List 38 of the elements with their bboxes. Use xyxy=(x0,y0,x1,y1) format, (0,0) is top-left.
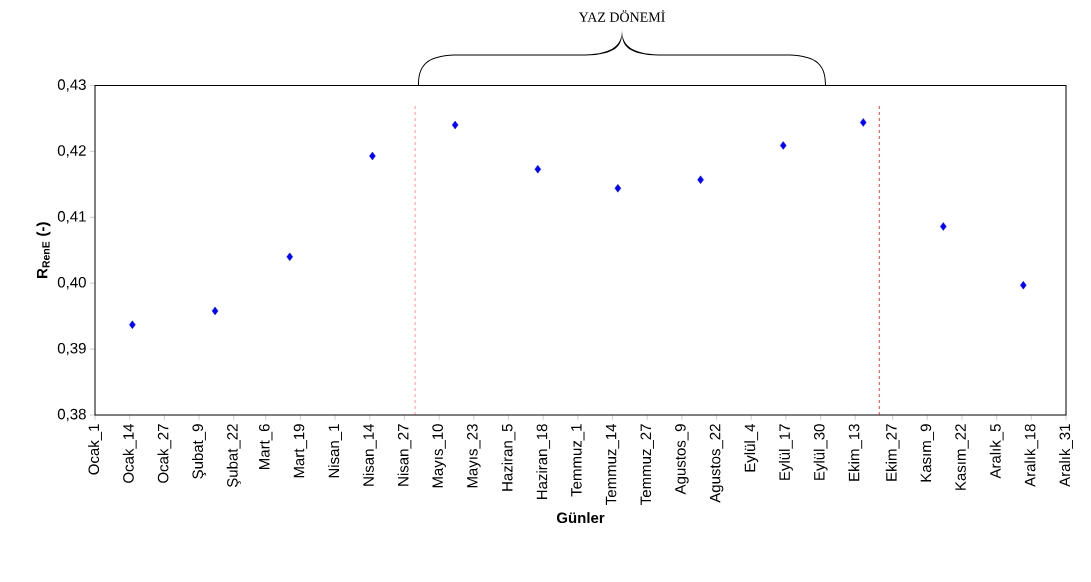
x-tick-label: Ekim_27 xyxy=(885,424,900,481)
x-tick-label: Aralık_31 xyxy=(1059,424,1073,487)
x-tick-label: Kasım_22 xyxy=(955,424,969,490)
x-tick-label: Temmuz_27 xyxy=(640,424,654,505)
y-tick-label: 0,38 xyxy=(57,408,86,422)
x-tick-label: Mayıs_10 xyxy=(432,424,446,488)
x-tick-label: Agustos_9 xyxy=(675,424,689,495)
x-tick-label: Temmuz_1 xyxy=(571,424,585,497)
y-axis-title: R$_{RenE}$ (-) xyxy=(36,222,51,278)
x-tick-label: Mart_19 xyxy=(293,424,308,478)
x-tick-label: Şubat_22 xyxy=(226,424,241,488)
x-tick-label: Ocak_27 xyxy=(157,424,172,483)
x-tick-label: Aralık_18 xyxy=(1024,424,1039,487)
x-tick-label: Mayıs_23 xyxy=(467,424,481,488)
x-tick-label: Mart_6 xyxy=(259,424,273,469)
x-tick-label: Kasım_9 xyxy=(920,424,935,482)
x-tick-label: Haziran_5 xyxy=(501,424,516,491)
x-tick-label: Nisan_27 xyxy=(397,424,412,486)
x-tick-label: Eylül_17 xyxy=(778,424,793,480)
x-tick-label: Nisan_14 xyxy=(362,423,377,486)
y-tick-label: 0,40 xyxy=(57,277,86,290)
x-tick-label: Şubat_9 xyxy=(192,424,207,479)
x-tick-label: Temmuz_14 xyxy=(605,423,620,505)
x-tick-label: Haziran_18 xyxy=(536,424,551,500)
x-tick-label: Agustos_22 xyxy=(709,424,724,503)
x-axis-title: Günler xyxy=(556,512,605,524)
x-tick-label: Aralık_5 xyxy=(989,424,1004,479)
text: YAZ DÖNEMİ xyxy=(578,10,665,22)
x-tick-label: Ocak_1 xyxy=(88,424,102,475)
y-tick-label: 0,39 xyxy=(57,342,86,356)
x-tick-label: Ocak_14 xyxy=(122,423,137,483)
x-tick-label: Ekim_13 xyxy=(848,424,863,481)
y-tick-label: 0,43 xyxy=(57,79,86,92)
y-tick-label: 0,41 xyxy=(57,211,86,224)
y-tick-label: 0,42 xyxy=(57,145,86,158)
x-tick-label: Eylül_4 xyxy=(744,423,759,472)
x-tick-label: Nisan_1 xyxy=(328,424,343,478)
x-tick-label: Eylül_30 xyxy=(813,424,828,480)
